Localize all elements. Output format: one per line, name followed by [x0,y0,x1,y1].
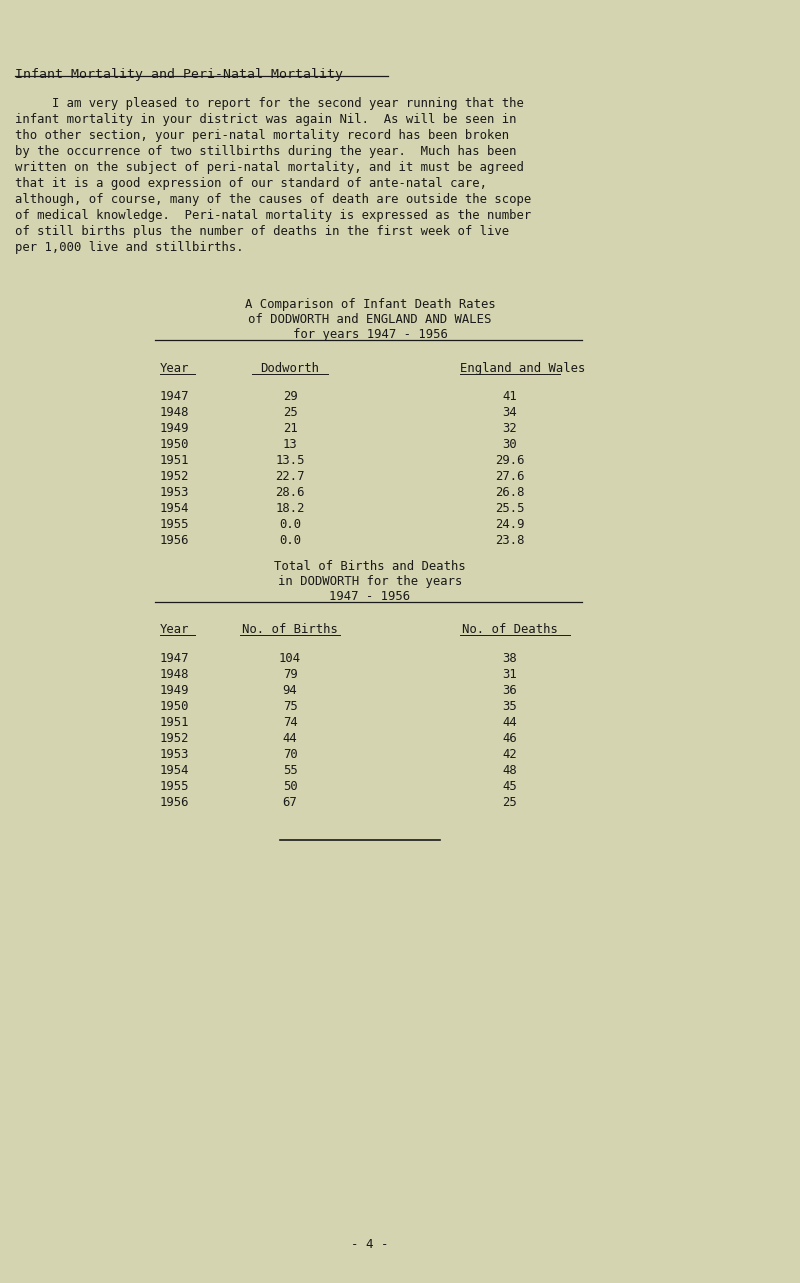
Text: 38: 38 [502,652,518,665]
Text: 1955: 1955 [160,780,190,793]
Text: 1947 - 1956: 1947 - 1956 [330,590,410,603]
Text: 28.6: 28.6 [275,486,305,499]
Text: No. of Births: No. of Births [242,624,338,636]
Text: for years 1947 - 1956: for years 1947 - 1956 [293,328,447,341]
Text: 1952: 1952 [160,733,190,745]
Text: 35: 35 [502,701,518,713]
Text: infant mortality in your district was again Nil.  As will be seen in: infant mortality in your district was ag… [15,113,517,126]
Text: 104: 104 [279,652,301,665]
Text: 24.9: 24.9 [495,518,525,531]
Text: - 4 -: - 4 - [351,1238,389,1251]
Text: 1953: 1953 [160,486,190,499]
Text: 26.8: 26.8 [495,486,525,499]
Text: 55: 55 [282,763,298,777]
Text: 0.0: 0.0 [279,518,301,531]
Text: 42: 42 [502,748,518,761]
Text: 75: 75 [282,701,298,713]
Text: 1950: 1950 [160,438,190,452]
Text: 44: 44 [282,733,298,745]
Text: 67: 67 [282,795,298,810]
Text: 1948: 1948 [160,405,190,420]
Text: 1954: 1954 [160,763,190,777]
Text: 46: 46 [502,733,518,745]
Text: 25: 25 [502,795,518,810]
Text: 29.6: 29.6 [495,454,525,467]
Text: although, of course, many of the causes of death are outside the scope: although, of course, many of the causes … [15,192,531,207]
Text: 27.6: 27.6 [495,470,525,482]
Text: 79: 79 [282,668,298,681]
Text: 1947: 1947 [160,652,190,665]
Text: 1954: 1954 [160,502,190,514]
Text: 31: 31 [502,668,518,681]
Text: 1956: 1956 [160,795,190,810]
Text: Total of Births and Deaths: Total of Births and Deaths [274,559,466,574]
Text: Infant Mortality and Peri-Natal Mortality: Infant Mortality and Peri-Natal Mortalit… [15,68,343,81]
Text: 1951: 1951 [160,454,190,467]
Text: 25: 25 [282,405,298,420]
Text: 74: 74 [282,716,298,729]
Text: 29: 29 [282,390,298,403]
Text: 25.5: 25.5 [495,502,525,514]
Text: 34: 34 [502,405,518,420]
Text: 21: 21 [282,422,298,435]
Text: 1948: 1948 [160,668,190,681]
Text: 41: 41 [502,390,518,403]
Text: 1950: 1950 [160,701,190,713]
Text: 44: 44 [502,716,518,729]
Text: 1951: 1951 [160,716,190,729]
Text: per 1,000 live and stillbirths.: per 1,000 live and stillbirths. [15,241,244,254]
Text: Year: Year [160,624,190,636]
Text: 1952: 1952 [160,470,190,482]
Text: by the occurrence of two stillbirths during the year.  Much has been: by the occurrence of two stillbirths dur… [15,145,517,158]
Text: tho other section, your peri-natal mortality record has been broken: tho other section, your peri-natal morta… [15,130,509,142]
Text: of DODWORTH and ENGLAND AND WALES: of DODWORTH and ENGLAND AND WALES [248,313,492,326]
Text: 30: 30 [502,438,518,452]
Text: in DODWORTH for the years: in DODWORTH for the years [278,575,462,588]
Text: 70: 70 [282,748,298,761]
Text: that it is a good expression of our standard of ante-natal care,: that it is a good expression of our stan… [15,177,487,190]
Text: 0.0: 0.0 [279,534,301,547]
Text: 1953: 1953 [160,748,190,761]
Text: 13.5: 13.5 [275,454,305,467]
Text: 13: 13 [282,438,298,452]
Text: England and Wales: England and Wales [460,362,586,375]
Text: 22.7: 22.7 [275,470,305,482]
Text: 1949: 1949 [160,684,190,697]
Text: 45: 45 [502,780,518,793]
Text: of still births plus the number of deaths in the first week of live: of still births plus the number of death… [15,225,509,239]
Text: 18.2: 18.2 [275,502,305,514]
Text: written on the subject of peri-natal mortality, and it must be agreed: written on the subject of peri-natal mor… [15,160,524,174]
Text: Year: Year [160,362,190,375]
Text: A Comparison of Infant Death Rates: A Comparison of Infant Death Rates [245,298,495,310]
Text: Dodworth: Dodworth [261,362,319,375]
Text: 94: 94 [282,684,298,697]
Text: 36: 36 [502,684,518,697]
Text: No. of Deaths: No. of Deaths [462,624,558,636]
Text: 32: 32 [502,422,518,435]
Text: I am very pleased to report for the second year running that the: I am very pleased to report for the seco… [15,98,524,110]
Text: 23.8: 23.8 [495,534,525,547]
Text: of medical knowledge.  Peri-natal mortality is expressed as the number: of medical knowledge. Peri-natal mortali… [15,209,531,222]
Text: 1956: 1956 [160,534,190,547]
Text: 1949: 1949 [160,422,190,435]
Text: 48: 48 [502,763,518,777]
Text: 50: 50 [282,780,298,793]
Text: 1947: 1947 [160,390,190,403]
Text: 1955: 1955 [160,518,190,531]
